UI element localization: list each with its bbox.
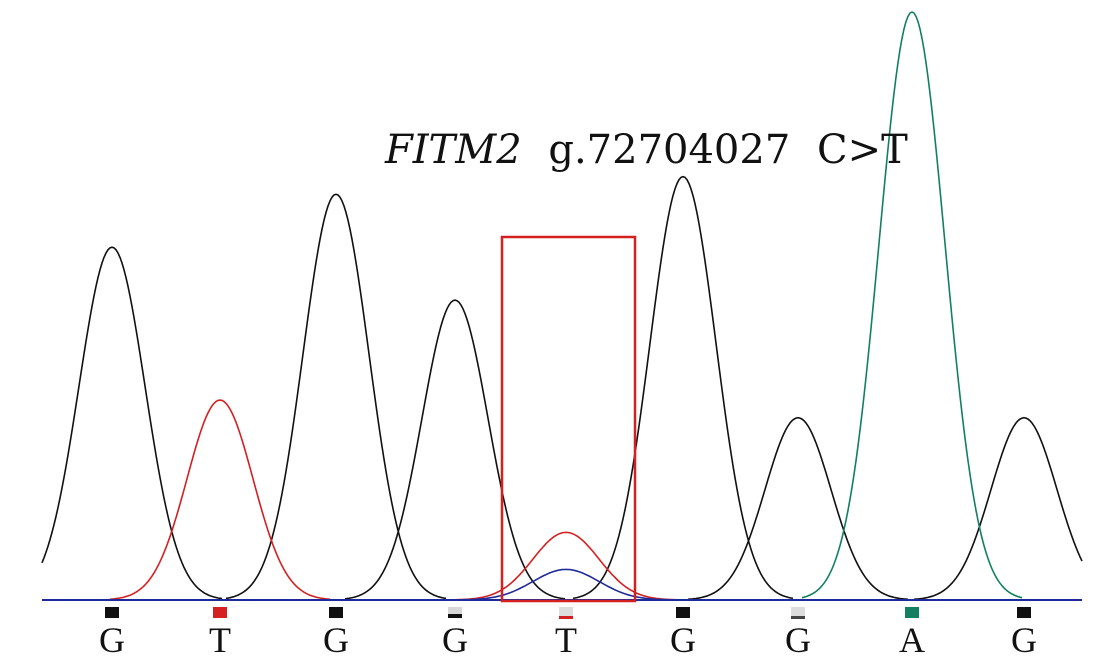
quality-marker-bar-6 <box>791 616 805 619</box>
trace-peak-T-0 <box>109 399 331 600</box>
quality-marker-bar-3 <box>448 614 462 618</box>
trace-peak-A-0 <box>801 11 1023 599</box>
base-label-0: G <box>99 620 125 660</box>
base-label-8: G <box>1011 620 1037 660</box>
title-gene: FITM2 <box>384 127 522 173</box>
trace-peak-G-3 <box>572 175 794 600</box>
quality-marker-8 <box>1017 607 1031 618</box>
quality-marker-7 <box>905 607 919 618</box>
variant-highlight-box <box>500 235 637 603</box>
title-position: g.72704027 <box>548 127 790 173</box>
trace-peak-T-1 <box>456 531 676 601</box>
base-label-1: T <box>209 620 231 660</box>
trace-peak-G-0 <box>41 246 223 600</box>
trace-peak-G-5 <box>913 416 1083 601</box>
base-label-2: G <box>323 620 349 660</box>
quality-marker-4 <box>559 607 573 617</box>
base-label-6: G <box>785 620 811 660</box>
base-label-5: G <box>670 620 696 660</box>
quality-marker-layer <box>105 607 1031 619</box>
trace-peak-C-0 <box>456 568 676 601</box>
base-label-3: G <box>442 620 468 660</box>
quality-marker-bar-4 <box>559 616 573 619</box>
quality-marker-5 <box>676 607 690 618</box>
base-label-4: T <box>555 620 577 660</box>
title-change: C>T <box>817 127 908 173</box>
quality-marker-3 <box>448 607 462 617</box>
trace-peak-G-1 <box>225 193 447 600</box>
quality-marker-0 <box>105 607 119 618</box>
quality-marker-6 <box>791 607 805 617</box>
base-label-7: A <box>899 620 925 660</box>
trace-peak-G-2 <box>344 299 566 600</box>
chart-title: FITM2 g.72704027 C>T <box>384 127 908 173</box>
quality-marker-2 <box>329 607 343 618</box>
quality-marker-1 <box>213 607 227 618</box>
trace-peak-G-4 <box>687 416 909 601</box>
trace-layer <box>41 11 1083 601</box>
